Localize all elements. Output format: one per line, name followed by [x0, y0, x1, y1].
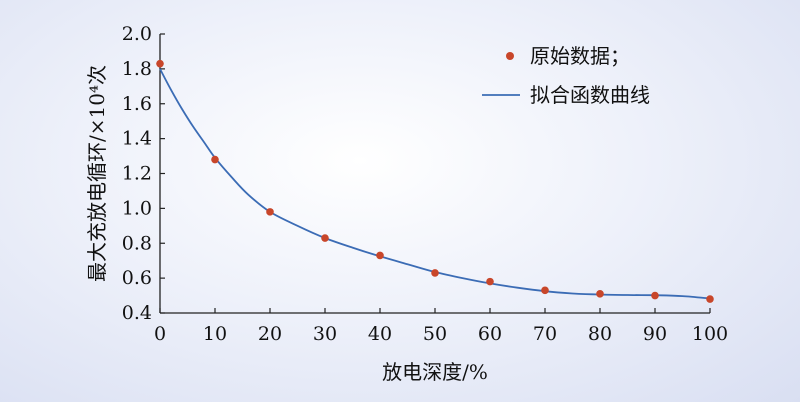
y-tick-label: 1.6: [122, 93, 152, 115]
data-point: [486, 277, 494, 286]
x-tick-label: 0: [154, 323, 166, 345]
data-point: [321, 234, 329, 242]
legend-marker-original-data: [506, 52, 514, 60]
y-tick-label: 0.4: [122, 302, 152, 324]
x-tick-label: 40: [368, 323, 392, 345]
x-tick-label: 100: [692, 323, 728, 345]
y-tick-label: 0.8: [122, 232, 152, 254]
y-tick-label: 1.0: [122, 197, 152, 219]
legend-label-fit-curve: 拟合函数曲线: [530, 83, 650, 107]
y-tick-label: 1.8: [122, 58, 152, 80]
y-tick-label: 1.2: [122, 163, 152, 185]
data-point: [431, 269, 439, 277]
data-point: [706, 295, 714, 303]
y-ticks: 0.4 0.6 0.8 1.0 1.2 1.4 1.6 1.8 2.0: [122, 23, 165, 324]
x-tick-label: 80: [588, 323, 612, 345]
legend-label-original-data: 原始数据；: [530, 44, 630, 68]
x-axis-label: 放电深度/%: [382, 360, 488, 384]
data-point: [596, 290, 604, 298]
data-point: [376, 251, 384, 260]
x-tick-label: 50: [423, 323, 447, 345]
y-tick-label: 2.0: [122, 23, 152, 45]
data-point: [651, 291, 659, 300]
legend: 原始数据； 拟合函数曲线: [482, 44, 650, 107]
data-point: [541, 286, 549, 295]
series-layer: [156, 59, 714, 303]
data-point: [211, 155, 219, 164]
x-tick-label: 90: [643, 323, 667, 345]
x-tick-label: 70: [533, 323, 557, 345]
y-axis-label: 最大充放电循环/×10⁴次: [85, 65, 109, 282]
x-tick-label: 20: [258, 323, 282, 345]
y-tick-label: 0.6: [122, 267, 152, 289]
data-point: [266, 208, 274, 216]
y-tick-label: 1.4: [122, 128, 152, 150]
x-tick-label: 60: [478, 323, 502, 345]
data-point: [156, 59, 164, 68]
x-ticks: 0 10 20 30 40 50 60 70 80 90 100: [154, 308, 728, 345]
x-tick-label: 10: [203, 323, 227, 345]
x-tick-label: 30: [313, 323, 337, 345]
